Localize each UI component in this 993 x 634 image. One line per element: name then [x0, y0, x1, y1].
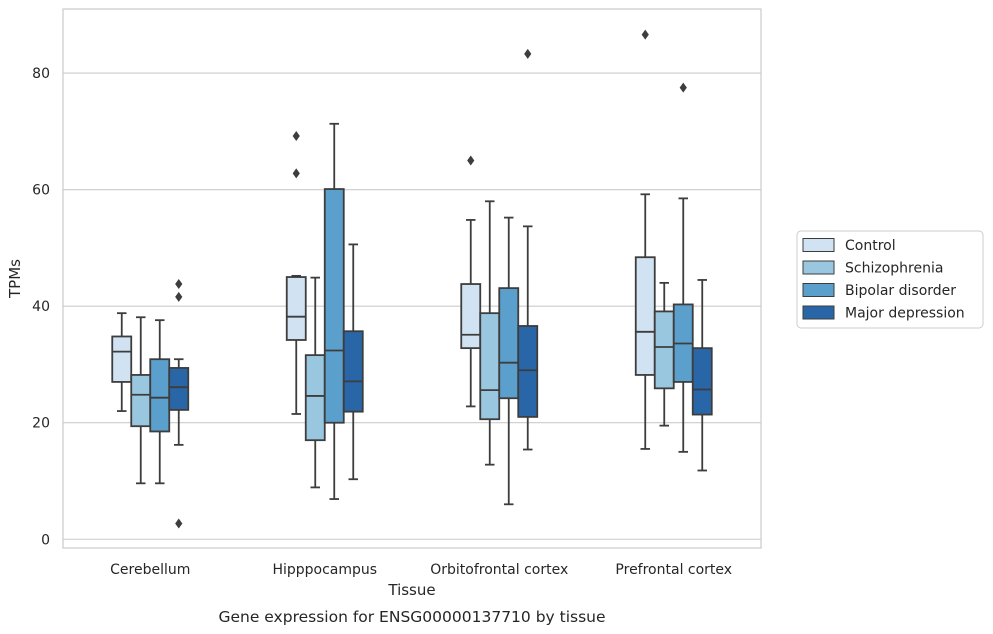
x-tick-label: Cerebellum [110, 562, 190, 578]
outlier-point [175, 291, 183, 302]
outlier-point [292, 131, 300, 142]
legend-swatch [802, 283, 835, 297]
box [130, 316, 152, 485]
box-body [498, 287, 520, 400]
box-body [323, 188, 345, 424]
y-axis-label: TPMs [6, 259, 24, 299]
box [672, 82, 694, 453]
legend-frame [796, 230, 984, 329]
box-body [285, 276, 307, 341]
box-body [168, 367, 190, 411]
box-body [304, 354, 326, 442]
box [285, 131, 307, 415]
box-body [130, 374, 152, 428]
box-body [634, 256, 656, 376]
legend-label: Bipolar disorder [845, 283, 956, 299]
legend-label: Schizophrenia [845, 261, 943, 277]
box [342, 243, 364, 481]
box-body [460, 283, 482, 350]
legend-swatch [802, 238, 835, 252]
box [517, 48, 539, 451]
box [634, 29, 656, 450]
box [498, 216, 520, 506]
outlier-point [679, 82, 687, 93]
outlier-point [175, 279, 183, 290]
y-tick-label: 0 [41, 532, 50, 548]
box [168, 279, 190, 529]
outlier-point [175, 518, 183, 529]
box [323, 122, 345, 500]
box [149, 319, 171, 485]
box [111, 312, 133, 412]
outlier-point [641, 29, 649, 40]
box-body [342, 330, 364, 413]
y-gridlines [63, 72, 761, 540]
box-body [479, 312, 501, 421]
y-tick-label: 20 [32, 416, 50, 432]
legend-swatch [802, 260, 835, 275]
box-body [691, 347, 713, 416]
box [691, 279, 713, 472]
box-body [149, 358, 171, 433]
chart-caption: Gene expression for ENSG00000137710 by t… [218, 608, 605, 626]
legend-label: Major depression [845, 306, 965, 322]
y-tick-label: 80 [32, 66, 50, 82]
y-tick-label: 40 [32, 299, 50, 315]
box [460, 155, 482, 408]
box-body [111, 335, 133, 383]
box [304, 276, 326, 489]
box [653, 281, 675, 427]
legend-swatch [802, 305, 835, 320]
x-tick-label: Prefrontal cortex [615, 562, 732, 578]
y-tick-label: 60 [32, 183, 50, 199]
outlier-point [524, 48, 532, 59]
box [479, 200, 501, 466]
outlier-point [292, 168, 300, 179]
legend-label: Control [845, 238, 896, 254]
box-body [517, 325, 539, 418]
x-axis-label: Tissue [387, 581, 435, 599]
x-tick-label: Hipppocampus [272, 562, 377, 578]
plot-frame [62, 8, 762, 549]
x-tick-label: Orbitofrontal cortex [430, 562, 568, 578]
box-plots [111, 29, 713, 529]
legend: Control Schizophrenia Bipolar disorder Majo… [796, 230, 984, 329]
outlier-point [467, 155, 475, 166]
box-body [653, 310, 675, 390]
axis-ticks: 0 20 40 60 80 Cerebellum Hipppocampus Orbitofro… [32, 66, 732, 578]
